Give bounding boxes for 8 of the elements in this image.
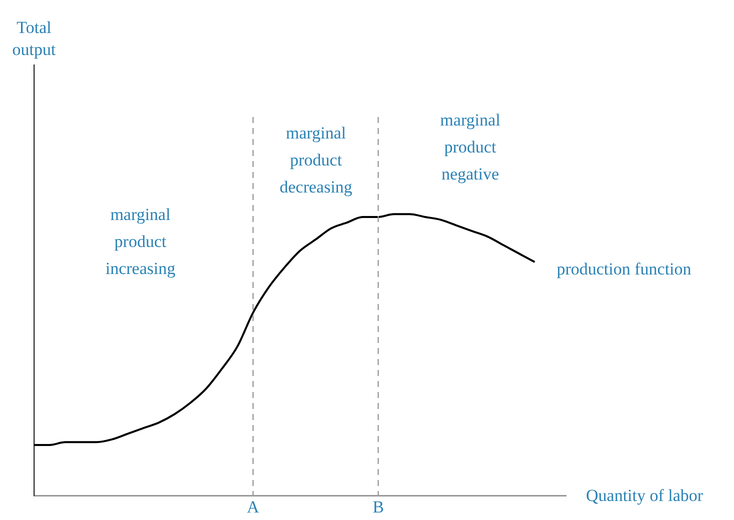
x-tick-label: A — [246, 497, 260, 516]
x-axis-title: Quantity of labor — [586, 486, 704, 506]
annotation: marginal product increasing — [105, 205, 176, 278]
text: Total output — [12, 18, 56, 59]
text: marginal product negative — [440, 110, 501, 184]
text: marginal product decreasing — [280, 123, 353, 196]
x-tick-label: B — [372, 497, 384, 516]
series-label: production function — [556, 259, 692, 278]
